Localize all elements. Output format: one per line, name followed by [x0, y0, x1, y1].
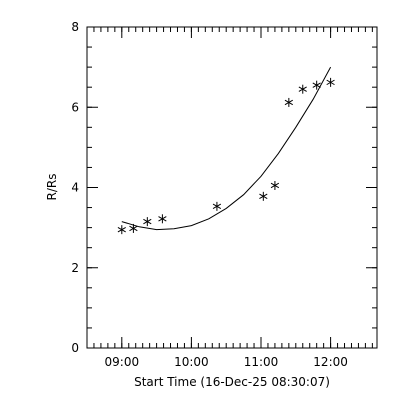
y-tick-label: 6: [71, 100, 79, 114]
y-tick-label: 4: [71, 181, 79, 195]
x-tick-label: 11:00: [244, 355, 279, 369]
asterisk-stroke: [143, 218, 152, 225]
data-point-asterisk: [129, 223, 138, 233]
y-tick-labels: 0 2 4 6 8: [71, 20, 79, 355]
data-point-asterisk: [312, 80, 321, 90]
asterisk-stroke: [270, 182, 280, 189]
asterisk-stroke: [129, 225, 138, 232]
asterisk-stroke: [326, 79, 335, 86]
asterisk-stroke: [212, 203, 222, 210]
y-axis-title: R/Rs: [45, 174, 59, 201]
data-point-asterisk: [259, 191, 268, 201]
x-tick-label: 09:00: [105, 355, 140, 369]
x-axis-title: Start Time (16-Dec-25 08:30:07): [134, 375, 330, 389]
data-point-asterisk: [284, 97, 293, 107]
asterisk-stroke: [117, 226, 126, 233]
x-tick-label: 10:00: [174, 355, 209, 369]
y-tick-label: 8: [71, 20, 79, 34]
y-tick-label: 2: [71, 261, 79, 275]
asterisk-stroke: [298, 86, 307, 92]
asterisk-stroke: [259, 193, 268, 200]
asterisk-stroke: [284, 99, 293, 106]
data-point-asterisk: [117, 225, 126, 235]
x-tick-label: 12:00: [313, 355, 348, 369]
data-point-asterisk: [298, 84, 307, 94]
fit-curve: [121, 66, 332, 231]
data-points-layer: [117, 77, 335, 235]
asterisk-stroke: [312, 82, 321, 88]
fit-line-layer: [121, 66, 332, 231]
data-point-asterisk: [270, 180, 280, 190]
data-point-asterisk: [158, 214, 167, 224]
data-point-asterisk: [143, 217, 152, 227]
x-tick-labels: 09:00 10:00 11:00 12:00: [105, 355, 348, 369]
asterisk-stroke: [158, 216, 167, 222]
data-point-asterisk: [212, 201, 222, 211]
data-point-asterisk: [326, 77, 335, 87]
major-ticks: [87, 26, 377, 349]
y-tick-label: 0: [71, 341, 79, 355]
